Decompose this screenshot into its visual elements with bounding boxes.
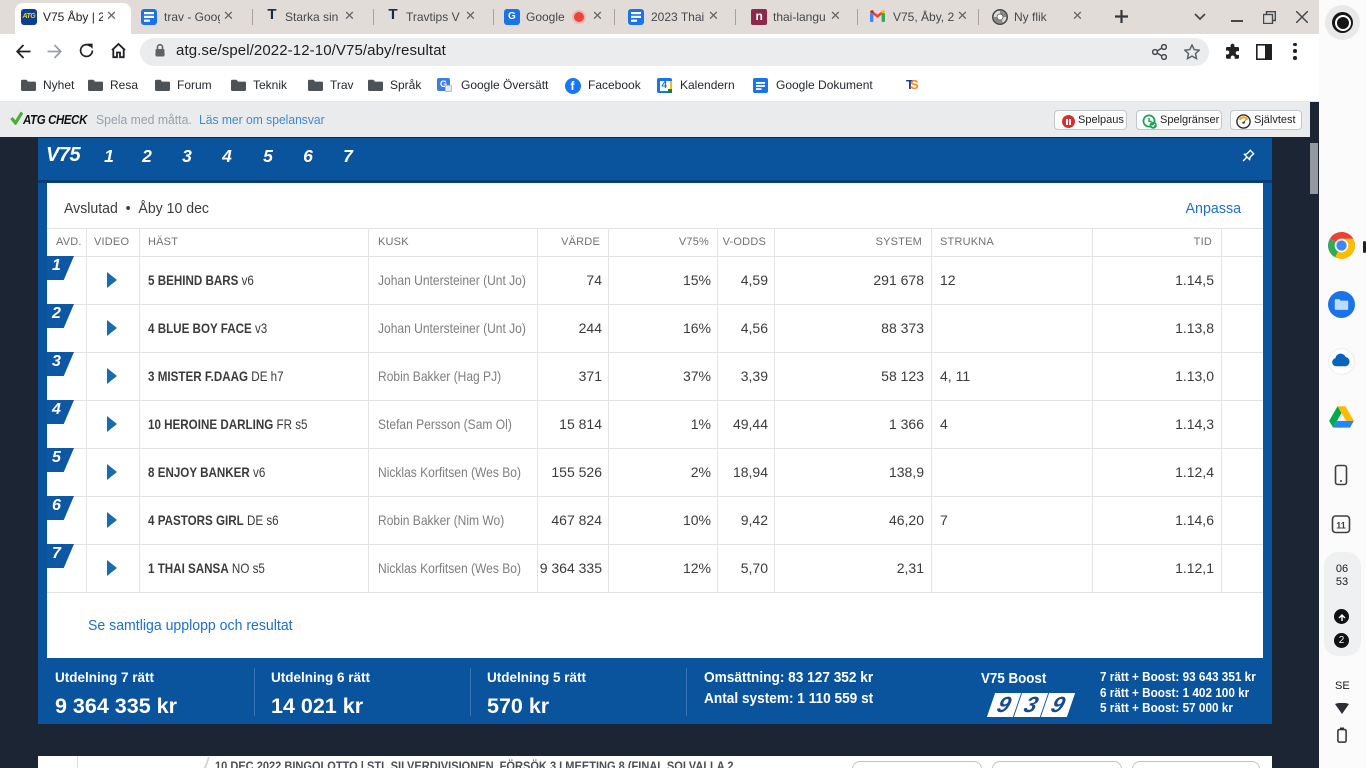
svg-text:11: 11 xyxy=(1336,521,1346,531)
